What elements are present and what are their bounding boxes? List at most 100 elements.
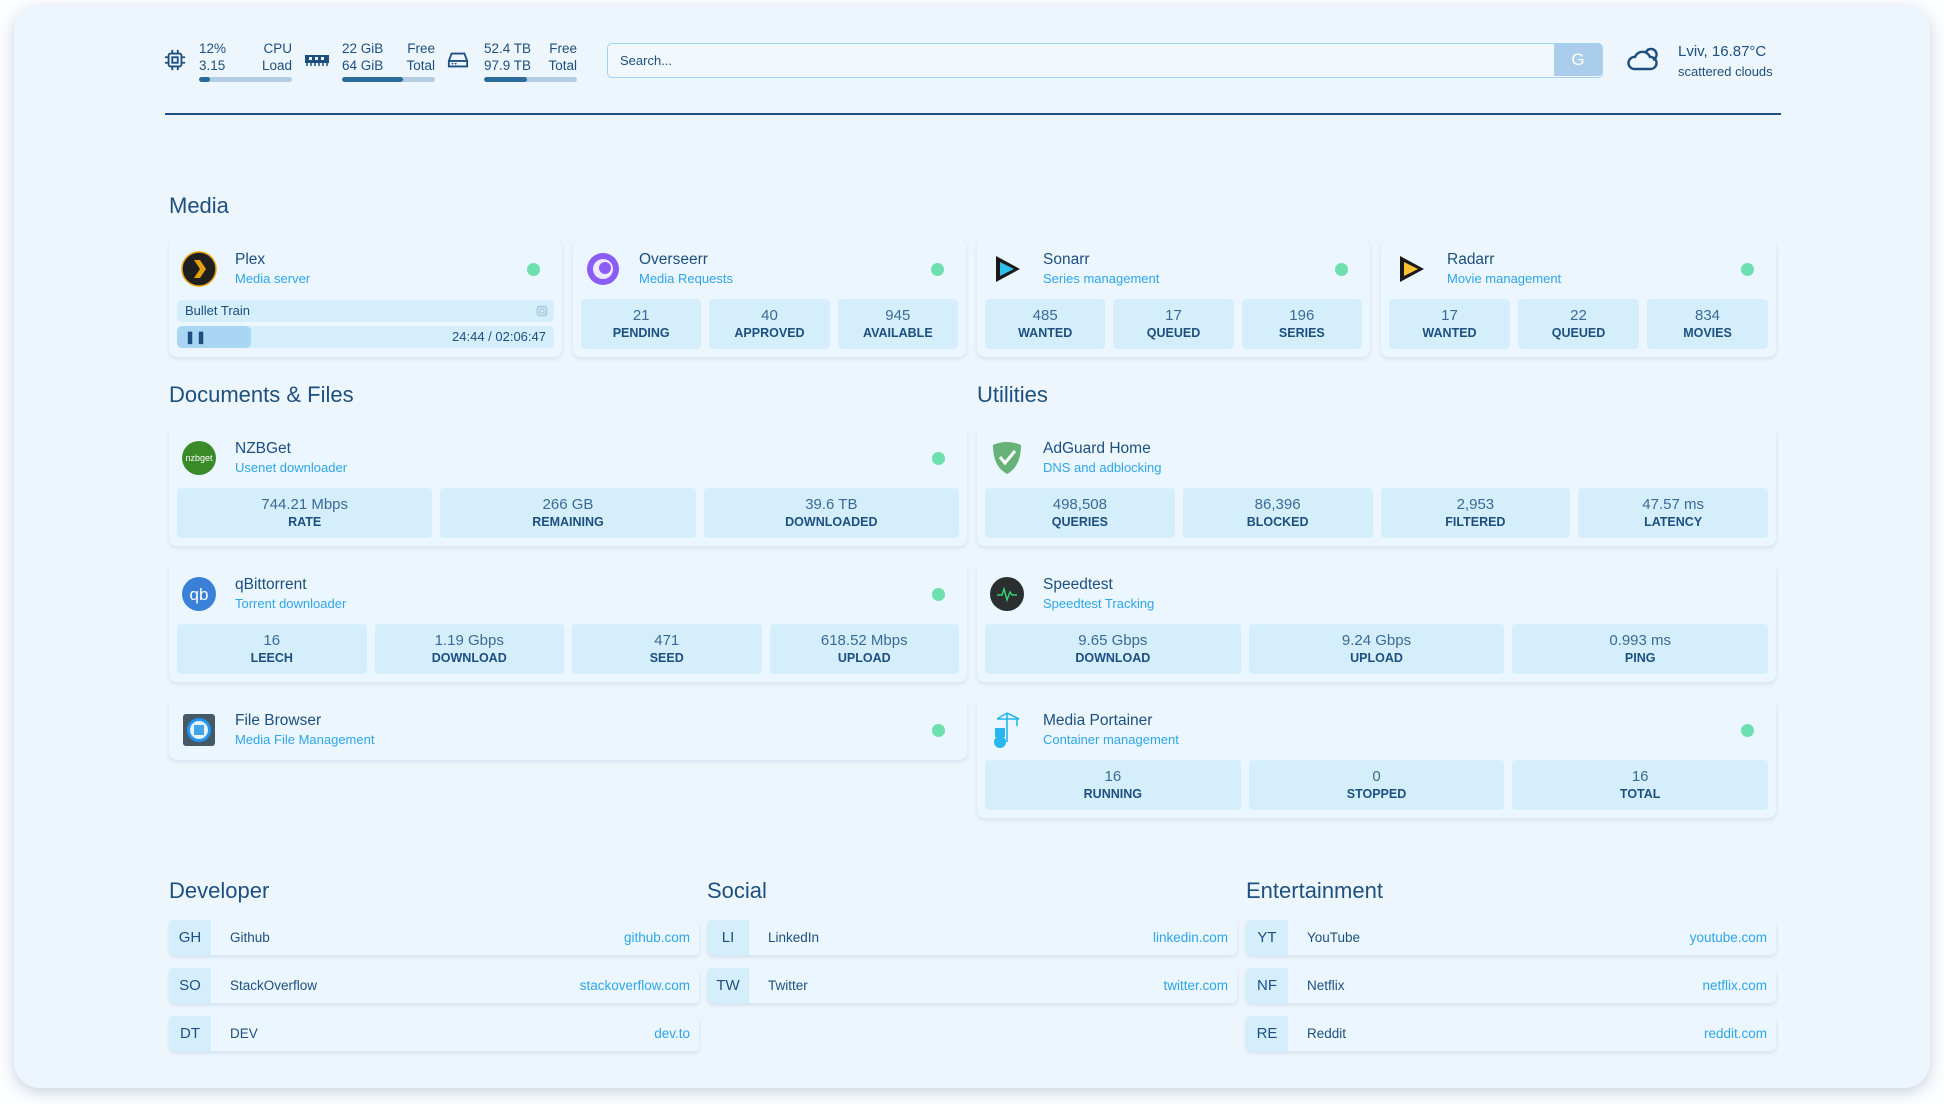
stat-label: TOTAL	[1619, 787, 1661, 801]
bookmark-developer[interactable]: DT DEV dev.to	[169, 1016, 699, 1051]
ram-bar	[342, 77, 435, 82]
bookmark-entertainment[interactable]: YT YouTube youtube.com	[1246, 920, 1776, 955]
bookmark-abbr: LI	[707, 920, 749, 955]
stat-label: FILTERED	[1445, 515, 1506, 529]
service-card-adguard[interactable]: AdGuard Home DNS and adblocking 498,508 Q…	[977, 428, 1776, 546]
bookmark-url[interactable]: github.com	[623, 930, 690, 945]
service-card-sonarr[interactable]: Sonarr Series management 485 WANTED 17 QUEU…	[977, 239, 1370, 357]
stat-value: 16	[1104, 768, 1122, 785]
section-title-entertainment: Entertainment	[1246, 878, 1383, 903]
stat-value: 21	[632, 307, 650, 324]
cpu-icon	[164, 49, 186, 71]
stat-block: 2,953 FILTERED	[1380, 488, 1571, 538]
stat-label: QUEUED	[1551, 326, 1606, 340]
bookmark-url[interactable]: netflix.com	[1702, 978, 1767, 993]
bookmark-developer[interactable]: SO StackOverflow stackoverflow.com	[169, 968, 699, 1003]
stat-block: 1.19 Gbps DOWNLOAD	[374, 624, 564, 674]
stat-block: 266 GB REMAINING	[440, 488, 696, 538]
stats-row: 21 PENDING 40 APPROVED 945 AVAILABLE	[581, 299, 958, 349]
playback-progress[interactable]: ❚❚ 24:44 / 02:06:47	[177, 326, 554, 348]
bookmark-url[interactable]: dev.to	[654, 1026, 690, 1041]
bookmark-url[interactable]: youtube.com	[1689, 930, 1767, 945]
stat-value: 834	[1694, 307, 1721, 324]
stat-block: 86,396 BLOCKED	[1182, 488, 1373, 538]
overseerr-logo-icon	[587, 253, 619, 285]
pause-icon[interactable]: ❚❚	[185, 330, 208, 344]
service-card-qbittorrent[interactable]: qb qBittorrent Torrent downloader 16 LEEC…	[169, 564, 967, 682]
stat-label: UPLOAD	[1350, 651, 1403, 665]
status-dot	[1741, 263, 1754, 276]
bookmark-url[interactable]: linkedin.com	[1152, 930, 1228, 945]
stat-value: 17	[1441, 307, 1458, 324]
stat-block: 498,508 QUERIES	[985, 488, 1175, 538]
bookmark-social[interactable]: LI LinkedIn linkedin.com	[707, 920, 1237, 955]
service-card-nzbget[interactable]: nzbget NZBGet Usenet downloader 744.21 M…	[169, 428, 967, 546]
stat-label: WANTED	[1018, 326, 1073, 340]
disk-total: 97.9 TB	[484, 58, 532, 73]
bookmark-social[interactable]: TW Twitter twitter.com	[707, 968, 1237, 1003]
free-label: Free	[407, 41, 435, 56]
service-subtitle: DNS and adblocking	[1043, 460, 1162, 475]
stat-block: 17 WANTED	[1389, 299, 1510, 349]
stat-label: MOVIES	[1683, 326, 1732, 340]
service-card-filebrowser[interactable]: File Browser Media File Management	[169, 700, 967, 760]
bookmark-abbr: NF	[1246, 968, 1288, 1003]
stat-block: 945 AVAILABLE	[837, 299, 958, 349]
stat-value: 744.21 Mbps	[261, 496, 349, 513]
load-label: Load	[261, 58, 292, 73]
service-title: AdGuard Home	[1043, 440, 1151, 457]
stat-block: 16 TOTAL	[1512, 760, 1769, 810]
bookmark-developer[interactable]: GH Github github.com	[169, 920, 699, 955]
service-card-plex[interactable]: Plex Media server Bullet Train ❚❚ 24:44 …	[169, 239, 562, 357]
service-subtitle: Container management	[1043, 732, 1179, 747]
stat-label: APPROVED	[734, 326, 805, 340]
bookmark-url[interactable]: twitter.com	[1163, 978, 1228, 993]
service-card-portainer[interactable]: Media Portainer Container management 16 R…	[977, 700, 1776, 818]
stats-row: 9.65 Gbps DOWNLOAD 9.24 Gbps UPLOAD 0.993 ms…	[985, 624, 1769, 674]
stat-block: 40 APPROVED	[709, 299, 830, 349]
stat-block: 39.6 TB DOWNLOADED	[703, 488, 959, 538]
sonarr-logo-icon	[996, 256, 1020, 282]
service-subtitle: Movie management	[1447, 271, 1562, 286]
search-input[interactable]	[608, 44, 1508, 76]
stat-label: BLOCKED	[1246, 515, 1309, 529]
stat-label: LATENCY	[1644, 515, 1703, 529]
stat-block: 744.21 Mbps RATE	[177, 488, 433, 538]
status-dot	[1741, 724, 1754, 737]
service-subtitle: Media server	[235, 271, 311, 286]
stat-label: RATE	[288, 515, 322, 529]
ram-free: 22 GiB	[342, 41, 384, 56]
service-subtitle: Speedtest Tracking	[1043, 596, 1155, 611]
service-card-overseerr[interactable]: Overseerr Media Requests 21 PENDING 40 APPR…	[573, 239, 966, 357]
filebrowser-logo-icon	[183, 714, 215, 746]
nzbget-logo-icon: nzbget	[182, 441, 216, 475]
bookmark-name: Twitter	[768, 978, 808, 993]
bookmark-url[interactable]: reddit.com	[1703, 1026, 1767, 1041]
status-dot	[527, 263, 540, 276]
stats-row: 17 WANTED 22 QUEUED 834 MOVIES	[1389, 299, 1768, 349]
bookmark-entertainment[interactable]: RE Reddit reddit.com	[1246, 1016, 1776, 1051]
dashboard	[14, 6, 1930, 1088]
service-title: Sonarr	[1043, 251, 1090, 268]
service-subtitle: Media Requests	[639, 271, 733, 286]
service-card-speedtest[interactable]: Speedtest Speedtest Tracking 9.65 Gbps DO…	[977, 564, 1776, 682]
stat-block: 22 QUEUED	[1518, 299, 1639, 349]
header-divider	[165, 113, 1781, 115]
stat-block: 9.65 Gbps DOWNLOAD	[985, 624, 1241, 674]
stat-value: 471	[654, 632, 680, 649]
cpu-percent: 12%	[199, 41, 227, 56]
service-card-radarr[interactable]: Radarr Movie management 17 WANTED 22 QUEUED…	[1381, 239, 1776, 357]
stat-value: 196	[1289, 307, 1315, 324]
search-google-button[interactable]: G	[1554, 44, 1602, 76]
service-subtitle: Torrent downloader	[235, 596, 347, 611]
stat-value: 17	[1165, 307, 1182, 324]
cpu-load: 3.15	[199, 58, 226, 73]
stats-row: 485 WANTED 17 QUEUED 196 SERIES	[985, 299, 1362, 349]
cast-icon[interactable]	[536, 305, 548, 317]
bookmark-name: DEV	[230, 1026, 258, 1041]
bookmark-abbr: GH	[169, 920, 211, 955]
adguard-logo-icon	[993, 442, 1021, 474]
playback-time: 24:44 / 02:06:47	[452, 329, 546, 344]
bookmark-entertainment[interactable]: NF Netflix netflix.com	[1246, 968, 1776, 1003]
bookmark-url[interactable]: stackoverflow.com	[579, 978, 690, 993]
